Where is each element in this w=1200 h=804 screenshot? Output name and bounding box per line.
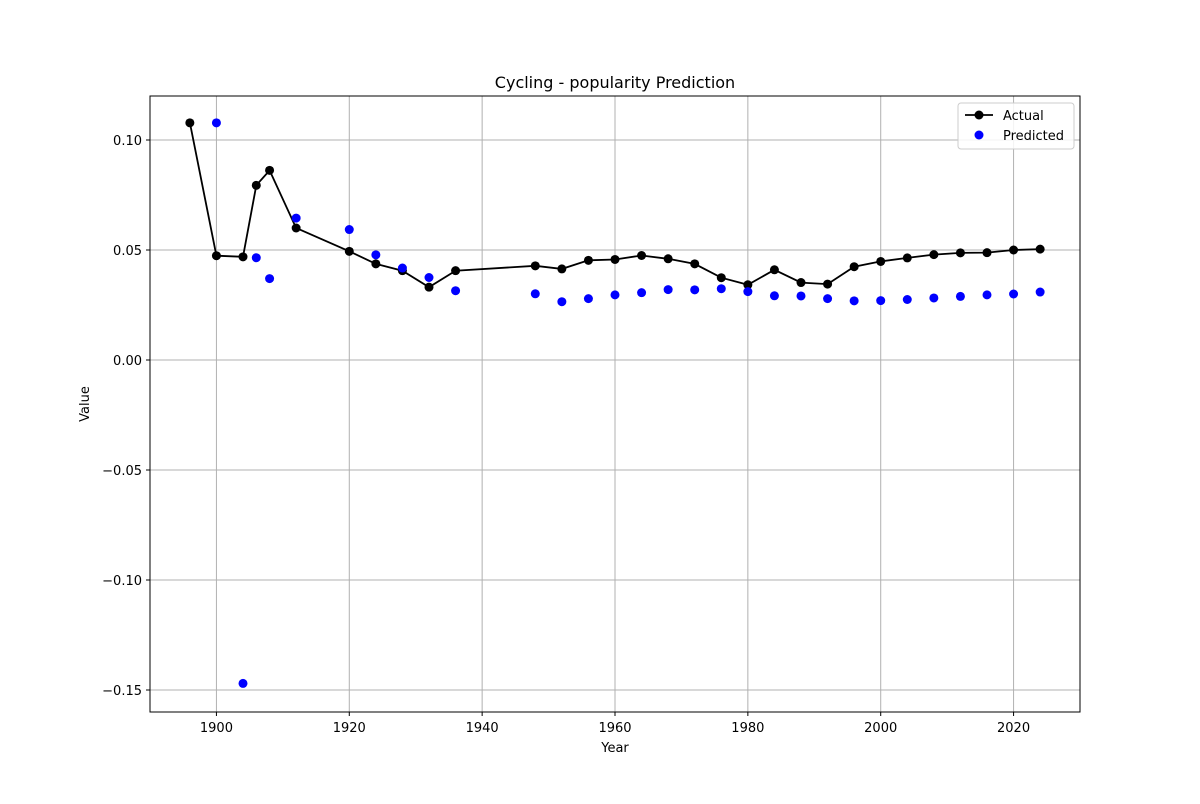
predicted-point <box>238 678 248 688</box>
actual-point <box>238 252 248 262</box>
predicted-point <box>902 295 912 304</box>
actual-point <box>557 264 567 274</box>
y-tick-label: −0.15 <box>102 684 142 699</box>
plot-frame <box>149 95 1081 713</box>
predicted-point <box>251 253 261 263</box>
actual-point <box>291 223 301 233</box>
predicted-point <box>796 291 806 301</box>
actual-point <box>769 265 779 275</box>
predicted-point <box>982 290 992 300</box>
predicted-point <box>265 274 275 284</box>
predicted-point <box>530 289 540 299</box>
y-tick-label: 0.10 <box>113 134 142 149</box>
actual-point <box>424 282 434 292</box>
actual-point <box>902 253 912 263</box>
actual-point <box>690 259 700 269</box>
legend-marker-swatch <box>974 130 984 140</box>
actual-point <box>344 246 354 256</box>
predicted-point <box>743 287 753 297</box>
predicted-point <box>1035 287 1045 297</box>
actual-point <box>796 278 806 288</box>
actual-point <box>583 255 593 265</box>
actual-point <box>663 254 673 264</box>
predicted-point <box>637 288 647 298</box>
x-tick-label: 1900 <box>200 721 233 736</box>
actual-point <box>637 251 647 260</box>
predicted-point <box>371 250 381 260</box>
actual-point <box>211 251 221 261</box>
predicted-point <box>557 297 567 307</box>
predicted-point <box>291 213 301 223</box>
y-axis-label: Value <box>78 386 93 422</box>
predicted-point <box>716 284 726 294</box>
y-tick-label: −0.05 <box>102 464 142 479</box>
actual-point <box>530 261 540 271</box>
actual-point <box>876 256 886 266</box>
actual-point <box>955 248 965 258</box>
legend-marker-swatch <box>974 110 984 120</box>
series-layer <box>185 118 1045 688</box>
legend-entry-label: Actual <box>1003 109 1044 124</box>
x-tick-label: 1920 <box>333 721 366 736</box>
x-tick-label: 1940 <box>466 721 499 736</box>
x-tick-label: 2000 <box>864 721 897 736</box>
y-tick-label: 0.00 <box>113 354 142 369</box>
x-axis-label: Year <box>600 741 629 756</box>
actual-point <box>185 118 195 128</box>
actual-point <box>371 259 381 269</box>
predicted-point <box>876 296 886 306</box>
grid-layer <box>150 96 1080 712</box>
legend-entry-label: Predicted <box>1003 129 1064 144</box>
actual-point <box>743 280 753 290</box>
actual-point <box>823 279 833 289</box>
predicted-point <box>955 291 965 301</box>
predicted-point <box>663 285 673 295</box>
actual-point <box>849 262 859 272</box>
x-tick-label: 1960 <box>598 721 631 736</box>
actual-point <box>1035 244 1045 254</box>
predicted-point <box>849 296 859 306</box>
x-tick-label: 2020 <box>997 721 1030 736</box>
predicted-point <box>610 290 620 300</box>
predicted-point <box>344 225 354 235</box>
actual-point <box>716 273 726 283</box>
tick-layer: 1900 1920 1940 1960 1980 2000 2020 0.10 0.05 0.00… <box>102 134 1030 736</box>
chart-title: Cycling - popularity Prediction <box>495 73 735 92</box>
predicted-point <box>929 293 939 303</box>
actual-point <box>1009 245 1019 255</box>
predicted-point <box>823 294 833 304</box>
predicted-point <box>211 118 221 128</box>
actual-point <box>265 165 275 175</box>
predicted-point <box>1009 289 1019 299</box>
predicted-point <box>769 291 779 301</box>
actual-point <box>982 248 992 258</box>
y-tick-label: 0.05 <box>113 244 142 259</box>
actual-point <box>451 266 461 276</box>
x-tick-label: 1980 <box>731 721 764 736</box>
actual-point <box>929 250 939 260</box>
y-tick-label: −0.10 <box>102 574 142 589</box>
predicted-point <box>424 273 434 282</box>
predicted-point <box>397 263 407 273</box>
actual-point <box>610 254 620 264</box>
legend: Actual Predicted <box>957 102 1075 150</box>
predicted-point <box>583 294 593 304</box>
actual-point <box>251 180 261 190</box>
predicted-point <box>451 286 461 296</box>
predicted-point <box>690 285 700 295</box>
